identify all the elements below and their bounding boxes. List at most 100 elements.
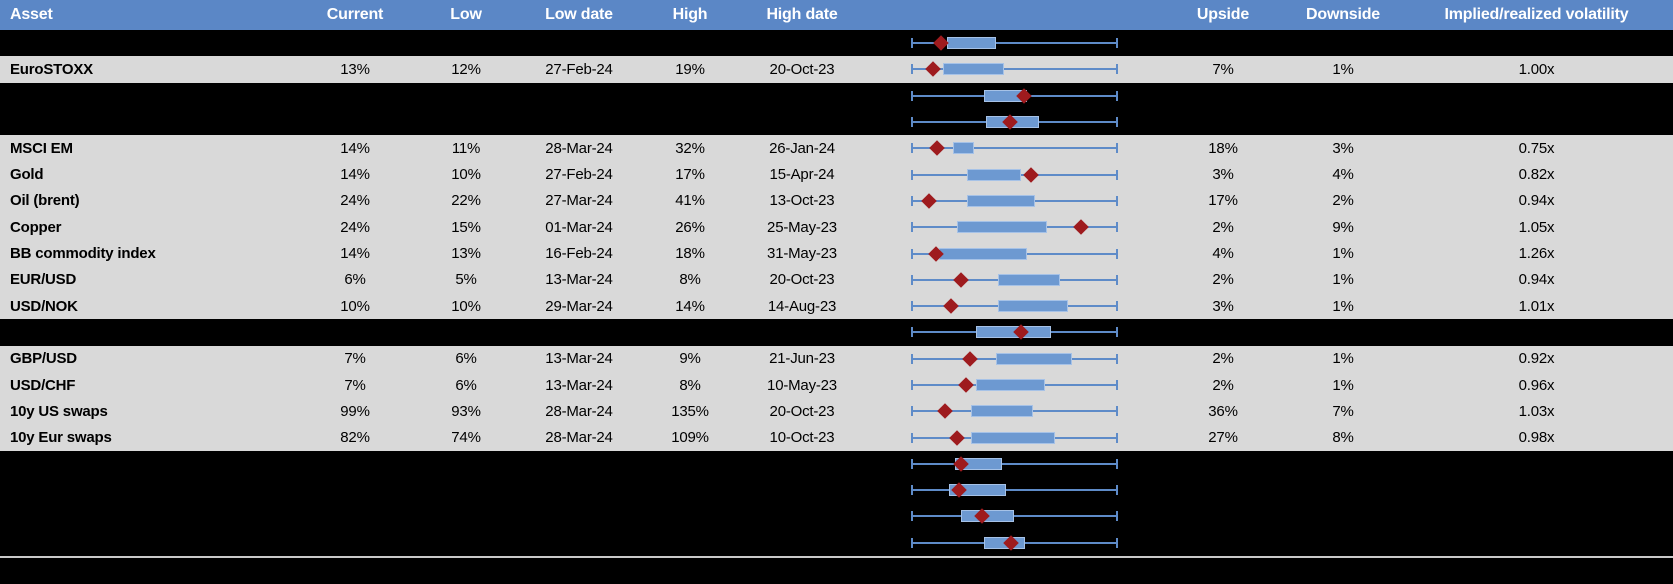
boxplot-left-cap	[911, 380, 913, 390]
cell-boxplot	[870, 372, 1160, 398]
cell-current: 82%	[340, 429, 370, 447]
boxplot	[911, 451, 1118, 477]
column-header-downside: Downside	[1306, 6, 1380, 23]
cell-boxplot	[870, 188, 1160, 214]
cell-implied-realized: 1.01x	[1518, 297, 1555, 315]
boxplot-left-cap	[911, 485, 913, 496]
cell-current: 10%	[340, 297, 370, 315]
cell-low: 5%	[455, 271, 477, 289]
boxplot-left-cap	[911, 327, 913, 338]
cell-low: 74%	[451, 429, 481, 447]
boxplot-left-cap	[911, 406, 913, 417]
boxplot-box	[953, 142, 974, 155]
boxplot-box	[971, 431, 1056, 444]
boxplot-box	[957, 221, 1048, 234]
cell-high-date: 20-Oct-23	[769, 60, 835, 78]
cell-boxplot	[870, 161, 1160, 187]
table-row: USD/CHF 7% 6% 13-Mar-24 8% 10-May-23 2% 1% 0.96x	[0, 371, 1673, 399]
boxplot-box	[998, 273, 1060, 286]
cell-current: 99%	[340, 402, 370, 420]
table-row: 10y US swaps 99% 93% 28-Mar-24 135% 20-Oct-23…	[0, 398, 1673, 425]
boxplot-whisker-line	[912, 515, 1117, 518]
cell-asset: 10y US swaps	[10, 402, 108, 420]
cell-current: 14%	[340, 166, 370, 184]
boxplot	[911, 477, 1118, 503]
cell-downside: 4%	[1332, 166, 1354, 184]
boxplot	[911, 30, 1118, 56]
cell-high-date: 14-Aug-23	[767, 297, 837, 315]
cell-high-date: 13-Oct-23	[769, 192, 835, 210]
hidden-table-row	[0, 503, 1673, 530]
cell-implied-realized: 0.92x	[1518, 350, 1555, 368]
cell-low-date: 01-Mar-24	[545, 218, 613, 236]
cell-boxplot	[870, 398, 1160, 424]
table-row: Gold 14% 10% 27-Feb-24 17% 15-Apr-24 3% 4% 0.82x	[0, 161, 1673, 188]
boxplot-right-cap	[1116, 327, 1118, 338]
cell-asset: USD/CHF	[10, 376, 76, 394]
cell-boxplot	[870, 424, 1160, 450]
boxplot	[911, 530, 1118, 556]
cell-low: 13%	[451, 245, 481, 263]
boxplot-left-cap	[911, 38, 913, 49]
cell-low-date: 28-Mar-24	[545, 429, 613, 447]
hidden-table-row	[0, 82, 1673, 109]
cell-boxplot	[870, 319, 1160, 345]
boxplot-diamond-marker-icon	[962, 350, 979, 367]
boxplot-right-cap	[1116, 458, 1118, 469]
cell-high: 18%	[675, 245, 705, 263]
cell-asset: MSCI EM	[10, 139, 73, 157]
cell-boxplot	[870, 30, 1160, 56]
cell-low-date: 28-Mar-24	[545, 402, 613, 420]
cell-upside: 18%	[1208, 139, 1238, 157]
column-header-low: Low	[450, 6, 482, 23]
column-header-high-date: High date	[766, 6, 838, 23]
boxplot-left-cap	[911, 64, 913, 75]
cell-low: 6%	[455, 350, 477, 368]
cell-implied-realized: 1.03x	[1518, 402, 1555, 420]
boxplot-box	[996, 352, 1072, 365]
boxplot	[911, 161, 1118, 187]
boxplot	[911, 240, 1118, 266]
cell-boxplot	[870, 83, 1160, 109]
cell-high-date: 20-Oct-23	[769, 402, 835, 420]
cell-upside: 2%	[1212, 350, 1234, 368]
boxplot	[911, 346, 1118, 372]
boxplot-whisker-line	[912, 147, 1117, 150]
footer-hidden-row	[0, 557, 1673, 584]
cell-current: 14%	[340, 139, 370, 157]
cell-implied-realized: 0.75x	[1518, 139, 1555, 157]
cell-downside: 9%	[1332, 218, 1354, 236]
cell-upside: 36%	[1208, 402, 1238, 420]
cell-downside: 1%	[1332, 376, 1354, 394]
table-row: EUR/USD 6% 5% 13-Mar-24 8% 20-Oct-23 2% 1% 0.94x	[0, 266, 1673, 293]
boxplot	[911, 135, 1118, 161]
cell-upside: 4%	[1212, 245, 1234, 263]
boxplot-whisker-line	[912, 462, 1117, 465]
boxplot	[911, 56, 1118, 82]
table-row: Copper 24% 15% 01-Mar-24 26% 25-May-23 2% 9% 1.0…	[0, 214, 1673, 241]
boxplot-diamond-marker-icon	[958, 377, 975, 393]
cell-asset: EuroSTOXX	[10, 60, 93, 78]
boxplot-left-cap	[911, 274, 913, 285]
cell-upside: 2%	[1212, 271, 1234, 289]
cell-boxplot	[870, 503, 1160, 529]
boxplot-left-cap	[911, 511, 913, 522]
boxplot	[911, 267, 1118, 293]
cell-upside: 2%	[1212, 218, 1234, 236]
column-header-asset: Asset	[10, 6, 53, 23]
cell-boxplot	[870, 267, 1160, 293]
boxplot-left-cap	[911, 117, 913, 128]
cell-low: 10%	[451, 297, 481, 315]
cell-implied-realized: 0.96x	[1518, 376, 1555, 394]
table-row: MSCI EM 14% 11% 28-Mar-24 32% 26-Jan-24 18% 3% 0…	[0, 135, 1673, 162]
boxplot-box	[975, 379, 1046, 391]
boxplot-left-cap	[911, 169, 913, 180]
boxplot-box	[942, 63, 1005, 76]
cell-asset: Gold	[10, 166, 44, 184]
cell-high: 17%	[675, 166, 705, 184]
table-row: EuroSTOXX 13% 12% 27-Feb-24 19% 20-Oct-23 7% 1%…	[0, 56, 1673, 83]
cell-upside: 3%	[1212, 297, 1234, 315]
cell-implied-realized: 1.00x	[1518, 60, 1555, 78]
boxplot	[911, 293, 1118, 319]
cell-low-date: 13-Mar-24	[545, 271, 613, 289]
